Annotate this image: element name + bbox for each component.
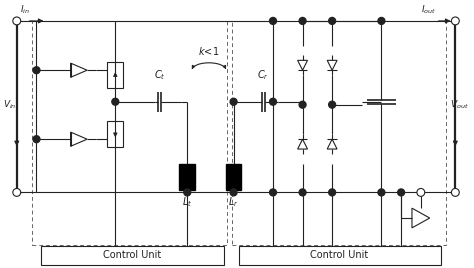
Text: $C_r$: $C_r$ [257, 68, 269, 82]
Circle shape [13, 188, 21, 196]
Text: $k\!<\!1$: $k\!<\!1$ [198, 45, 220, 57]
Circle shape [299, 101, 306, 108]
Circle shape [230, 98, 237, 105]
Bar [232, 21, 447, 245]
Circle shape [328, 189, 336, 196]
Text: $C_t$: $C_t$ [154, 68, 165, 82]
Circle shape [33, 136, 40, 143]
Bar [238, 246, 440, 265]
Circle shape [13, 17, 21, 25]
Text: $L_r$: $L_r$ [228, 195, 239, 209]
Circle shape [328, 17, 336, 24]
Text: $V_{out}$: $V_{out}$ [450, 98, 469, 111]
Text: Control Unit: Control Unit [103, 251, 162, 260]
Circle shape [270, 17, 276, 24]
Circle shape [112, 98, 119, 105]
Text: $I_{out}$: $I_{out}$ [421, 3, 436, 16]
Circle shape [398, 189, 405, 196]
Bar [32, 21, 227, 245]
Bar [179, 164, 195, 191]
Bar [108, 62, 123, 88]
Circle shape [328, 101, 336, 108]
Circle shape [451, 17, 459, 25]
Text: Control Unit: Control Unit [310, 251, 369, 260]
Text: $L_t$: $L_t$ [182, 195, 192, 209]
Circle shape [378, 17, 385, 24]
Circle shape [184, 189, 191, 196]
Circle shape [451, 188, 459, 196]
Circle shape [270, 98, 276, 105]
Bar [226, 164, 241, 191]
Text: $V_{in}$: $V_{in}$ [3, 98, 17, 111]
Circle shape [417, 188, 425, 196]
Text: $I_{in}$: $I_{in}$ [20, 3, 30, 16]
Bar [41, 246, 224, 265]
Bar [108, 121, 123, 147]
Circle shape [299, 189, 306, 196]
Circle shape [230, 189, 237, 196]
Circle shape [33, 67, 40, 74]
Circle shape [378, 189, 385, 196]
Circle shape [270, 189, 276, 196]
Circle shape [299, 17, 306, 24]
